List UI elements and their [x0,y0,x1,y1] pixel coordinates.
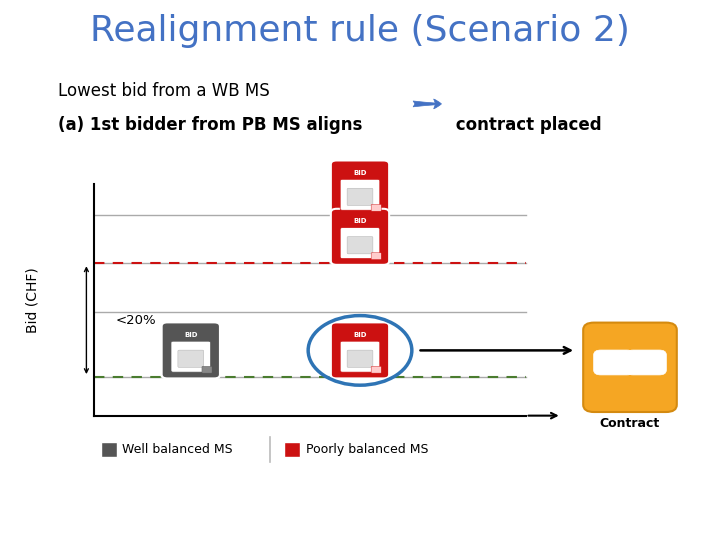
FancyBboxPatch shape [626,350,667,375]
FancyBboxPatch shape [331,160,389,217]
FancyBboxPatch shape [338,214,382,229]
FancyBboxPatch shape [620,355,640,370]
FancyBboxPatch shape [162,322,220,379]
FancyBboxPatch shape [372,366,382,373]
FancyBboxPatch shape [338,165,382,181]
FancyBboxPatch shape [347,350,373,367]
Text: BID: BID [354,332,366,338]
FancyBboxPatch shape [341,179,380,210]
FancyBboxPatch shape [284,442,300,457]
FancyBboxPatch shape [372,253,382,260]
Text: Lowest bid from a WB MS: Lowest bid from a WB MS [58,82,269,100]
FancyBboxPatch shape [178,350,204,367]
FancyBboxPatch shape [338,327,382,343]
FancyBboxPatch shape [583,322,677,412]
FancyBboxPatch shape [341,341,380,372]
Text: Organisation européenne pour la recherche nucléaire: Organisation européenne pour la recherch… [72,519,277,529]
Text: contract placed: contract placed [450,116,602,134]
Text: (a) 1st bidder from PB MS aligns: (a) 1st bidder from PB MS aligns [58,116,362,134]
FancyBboxPatch shape [331,322,389,379]
FancyBboxPatch shape [347,237,373,254]
Text: Poorly balanced MS: Poorly balanced MS [306,443,428,456]
Text: Contract: Contract [600,417,660,430]
FancyBboxPatch shape [341,228,380,259]
FancyBboxPatch shape [593,350,634,375]
FancyBboxPatch shape [372,205,382,211]
Text: <20%: <20% [115,314,156,327]
Text: Realignment rule (Scenario 2): Realignment rule (Scenario 2) [90,15,630,49]
Text: CERN: CERN [29,509,46,514]
FancyBboxPatch shape [202,366,212,373]
FancyBboxPatch shape [347,188,373,206]
Text: BID: BID [354,218,366,224]
Text: BID: BID [184,332,197,338]
FancyBboxPatch shape [168,327,213,343]
Text: Bid (CHF): Bid (CHF) [25,267,40,333]
Text: European Organization for Nuclear Research: European Organization for Nuclear Resear… [72,498,243,507]
FancyBboxPatch shape [331,209,389,265]
Text: BID: BID [354,170,366,176]
Text: Well balanced MS: Well balanced MS [122,443,233,456]
FancyBboxPatch shape [101,442,117,457]
FancyBboxPatch shape [171,341,211,372]
